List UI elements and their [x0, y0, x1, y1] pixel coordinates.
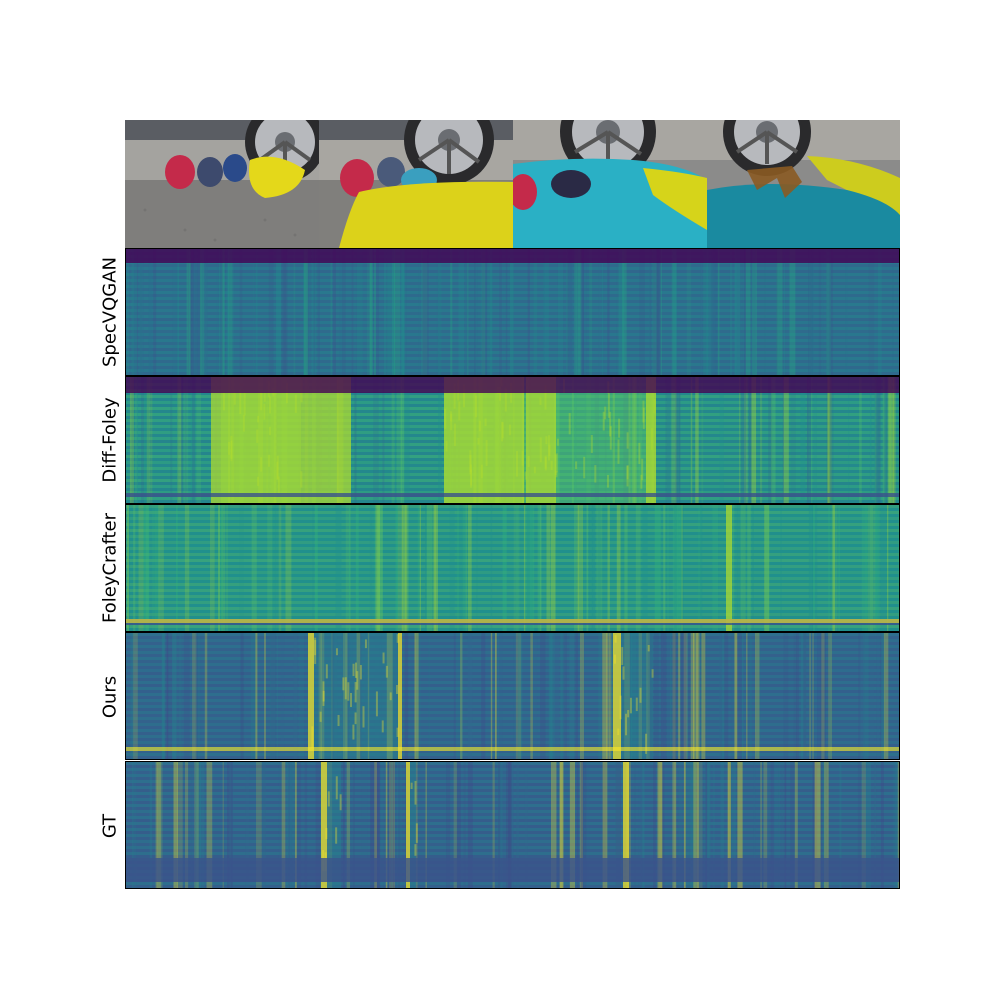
spectrogram-svg: [126, 633, 899, 759]
video-frames-strip: [125, 120, 900, 248]
spectrogram-diff-foley: [125, 376, 900, 504]
spectrogram-svg: [126, 505, 899, 631]
row-label-text: Ours: [99, 675, 121, 719]
row-label-text: FoleyCrafter: [99, 512, 121, 624]
spectrogram-svg: [126, 249, 899, 375]
video-frame-1: [125, 120, 319, 248]
video-frame-2: [319, 120, 513, 248]
spectrogram-svg: [126, 377, 899, 503]
spectrogram-specvqgan: [125, 248, 900, 376]
row-label-text: GT: [99, 813, 121, 839]
row-label-text: Diff-Foley: [99, 397, 121, 483]
spectrogram-foleycrafter: [125, 504, 900, 632]
video-frame-4: [707, 120, 900, 248]
spectrogram-ours: [125, 632, 900, 760]
spectrogram-svg: [126, 762, 899, 888]
video-frame-3: [513, 120, 707, 248]
row-label-text: SpecVQGAN: [99, 256, 121, 368]
spectrogram-gt: [125, 761, 900, 889]
